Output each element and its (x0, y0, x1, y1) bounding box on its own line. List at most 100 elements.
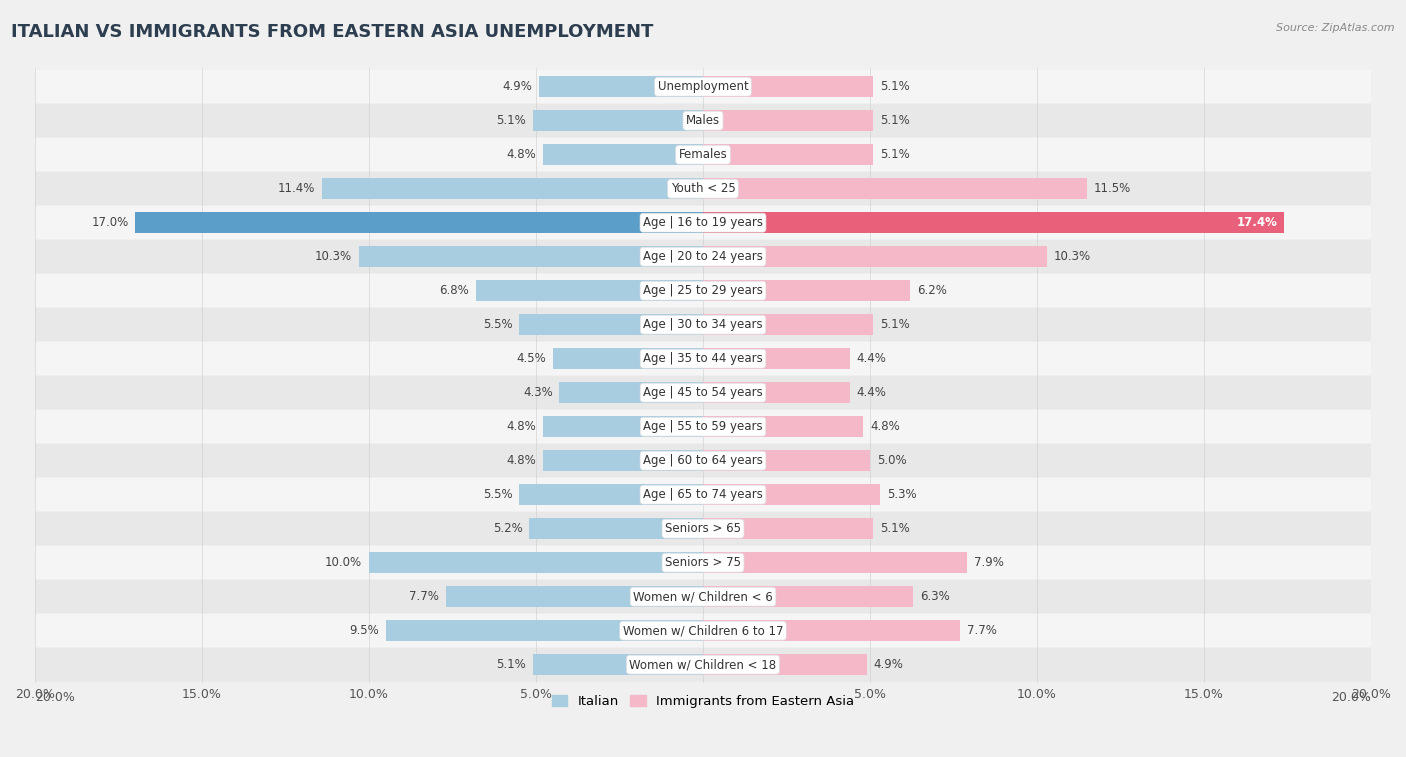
Bar (703, 314, 873, 335)
Text: Age | 60 to 64 years: Age | 60 to 64 years (643, 454, 763, 467)
FancyBboxPatch shape (35, 512, 1371, 546)
FancyBboxPatch shape (35, 172, 1371, 206)
FancyBboxPatch shape (35, 546, 1371, 580)
FancyBboxPatch shape (35, 104, 1371, 138)
Bar (533, 111, 703, 131)
Bar (543, 416, 703, 437)
Text: 4.8%: 4.8% (870, 420, 900, 433)
Bar (519, 314, 703, 335)
Bar (703, 382, 851, 403)
Text: Seniors > 65: Seniors > 65 (665, 522, 741, 535)
Text: 5.1%: 5.1% (880, 522, 910, 535)
Text: Source: ZipAtlas.com: Source: ZipAtlas.com (1277, 23, 1395, 33)
Bar (703, 247, 1047, 267)
Text: 4.4%: 4.4% (856, 352, 887, 365)
Text: Age | 16 to 19 years: Age | 16 to 19 years (643, 217, 763, 229)
Bar (703, 621, 960, 641)
Bar (703, 484, 880, 505)
Text: Age | 55 to 59 years: Age | 55 to 59 years (643, 420, 763, 433)
FancyBboxPatch shape (35, 206, 1371, 240)
Text: 4.8%: 4.8% (506, 420, 536, 433)
Text: 5.1%: 5.1% (496, 114, 526, 127)
Bar (553, 348, 703, 369)
Text: Seniors > 75: Seniors > 75 (665, 556, 741, 569)
Bar (359, 247, 703, 267)
Text: 4.4%: 4.4% (856, 386, 887, 399)
Text: 5.1%: 5.1% (880, 318, 910, 331)
Text: Age | 35 to 44 years: Age | 35 to 44 years (643, 352, 763, 365)
Bar (703, 111, 873, 131)
Bar (703, 655, 866, 674)
Text: 4.8%: 4.8% (506, 148, 536, 161)
Text: Women w/ Children 6 to 17: Women w/ Children 6 to 17 (623, 625, 783, 637)
Bar (703, 145, 873, 165)
Text: 17.0%: 17.0% (91, 217, 128, 229)
Text: 6.3%: 6.3% (920, 590, 950, 603)
FancyBboxPatch shape (35, 580, 1371, 614)
FancyBboxPatch shape (35, 614, 1371, 648)
Text: Youth < 25: Youth < 25 (671, 182, 735, 195)
Text: 9.5%: 9.5% (349, 625, 380, 637)
Text: Women w/ Children < 18: Women w/ Children < 18 (630, 658, 776, 671)
Text: 10.0%: 10.0% (325, 556, 363, 569)
Text: Males: Males (686, 114, 720, 127)
Bar (703, 76, 873, 97)
Text: 4.5%: 4.5% (516, 352, 546, 365)
Text: 20.0%: 20.0% (35, 691, 75, 704)
Text: 5.5%: 5.5% (484, 488, 513, 501)
Text: Age | 65 to 74 years: Age | 65 to 74 years (643, 488, 763, 501)
Text: 5.1%: 5.1% (880, 148, 910, 161)
Bar (533, 655, 703, 674)
FancyBboxPatch shape (35, 444, 1371, 478)
Text: ITALIAN VS IMMIGRANTS FROM EASTERN ASIA UNEMPLOYMENT: ITALIAN VS IMMIGRANTS FROM EASTERN ASIA … (11, 23, 654, 41)
FancyBboxPatch shape (35, 648, 1371, 681)
Text: Age | 20 to 24 years: Age | 20 to 24 years (643, 250, 763, 263)
Bar (135, 213, 703, 233)
Text: 5.3%: 5.3% (887, 488, 917, 501)
Bar (322, 179, 703, 199)
Text: Females: Females (679, 148, 727, 161)
Text: 11.4%: 11.4% (278, 182, 315, 195)
Bar (446, 587, 703, 607)
Bar (703, 348, 851, 369)
FancyBboxPatch shape (35, 410, 1371, 444)
Text: 5.1%: 5.1% (880, 114, 910, 127)
Text: 4.8%: 4.8% (506, 454, 536, 467)
Text: 10.3%: 10.3% (1053, 250, 1091, 263)
Text: Women w/ Children < 6: Women w/ Children < 6 (633, 590, 773, 603)
FancyBboxPatch shape (35, 70, 1371, 104)
Text: 20.0%: 20.0% (1331, 691, 1371, 704)
Bar (703, 179, 1087, 199)
Text: Age | 30 to 34 years: Age | 30 to 34 years (643, 318, 763, 331)
Bar (703, 416, 863, 437)
Bar (368, 553, 703, 573)
Bar (543, 145, 703, 165)
Text: 7.9%: 7.9% (973, 556, 1004, 569)
Text: 6.8%: 6.8% (440, 284, 470, 298)
Bar (703, 553, 967, 573)
Bar (475, 281, 703, 301)
Text: 17.4%: 17.4% (1237, 217, 1278, 229)
Text: 5.2%: 5.2% (494, 522, 523, 535)
Bar (703, 450, 870, 471)
Bar (703, 587, 914, 607)
Text: 5.0%: 5.0% (877, 454, 907, 467)
Text: 4.9%: 4.9% (503, 80, 533, 93)
Text: 5.1%: 5.1% (496, 658, 526, 671)
Text: Age | 25 to 29 years: Age | 25 to 29 years (643, 284, 763, 298)
Bar (540, 76, 703, 97)
Legend: Italian, Immigrants from Eastern Asia: Italian, Immigrants from Eastern Asia (547, 690, 859, 714)
FancyBboxPatch shape (35, 240, 1371, 274)
Text: Age | 45 to 54 years: Age | 45 to 54 years (643, 386, 763, 399)
Text: 10.3%: 10.3% (315, 250, 353, 263)
Bar (519, 484, 703, 505)
Text: 5.5%: 5.5% (484, 318, 513, 331)
Bar (703, 519, 873, 539)
Text: 6.2%: 6.2% (917, 284, 946, 298)
Text: 5.1%: 5.1% (880, 80, 910, 93)
Text: 7.7%: 7.7% (409, 590, 439, 603)
FancyBboxPatch shape (35, 138, 1371, 172)
FancyBboxPatch shape (35, 375, 1371, 410)
Text: 7.7%: 7.7% (967, 625, 997, 637)
Text: 4.3%: 4.3% (523, 386, 553, 399)
